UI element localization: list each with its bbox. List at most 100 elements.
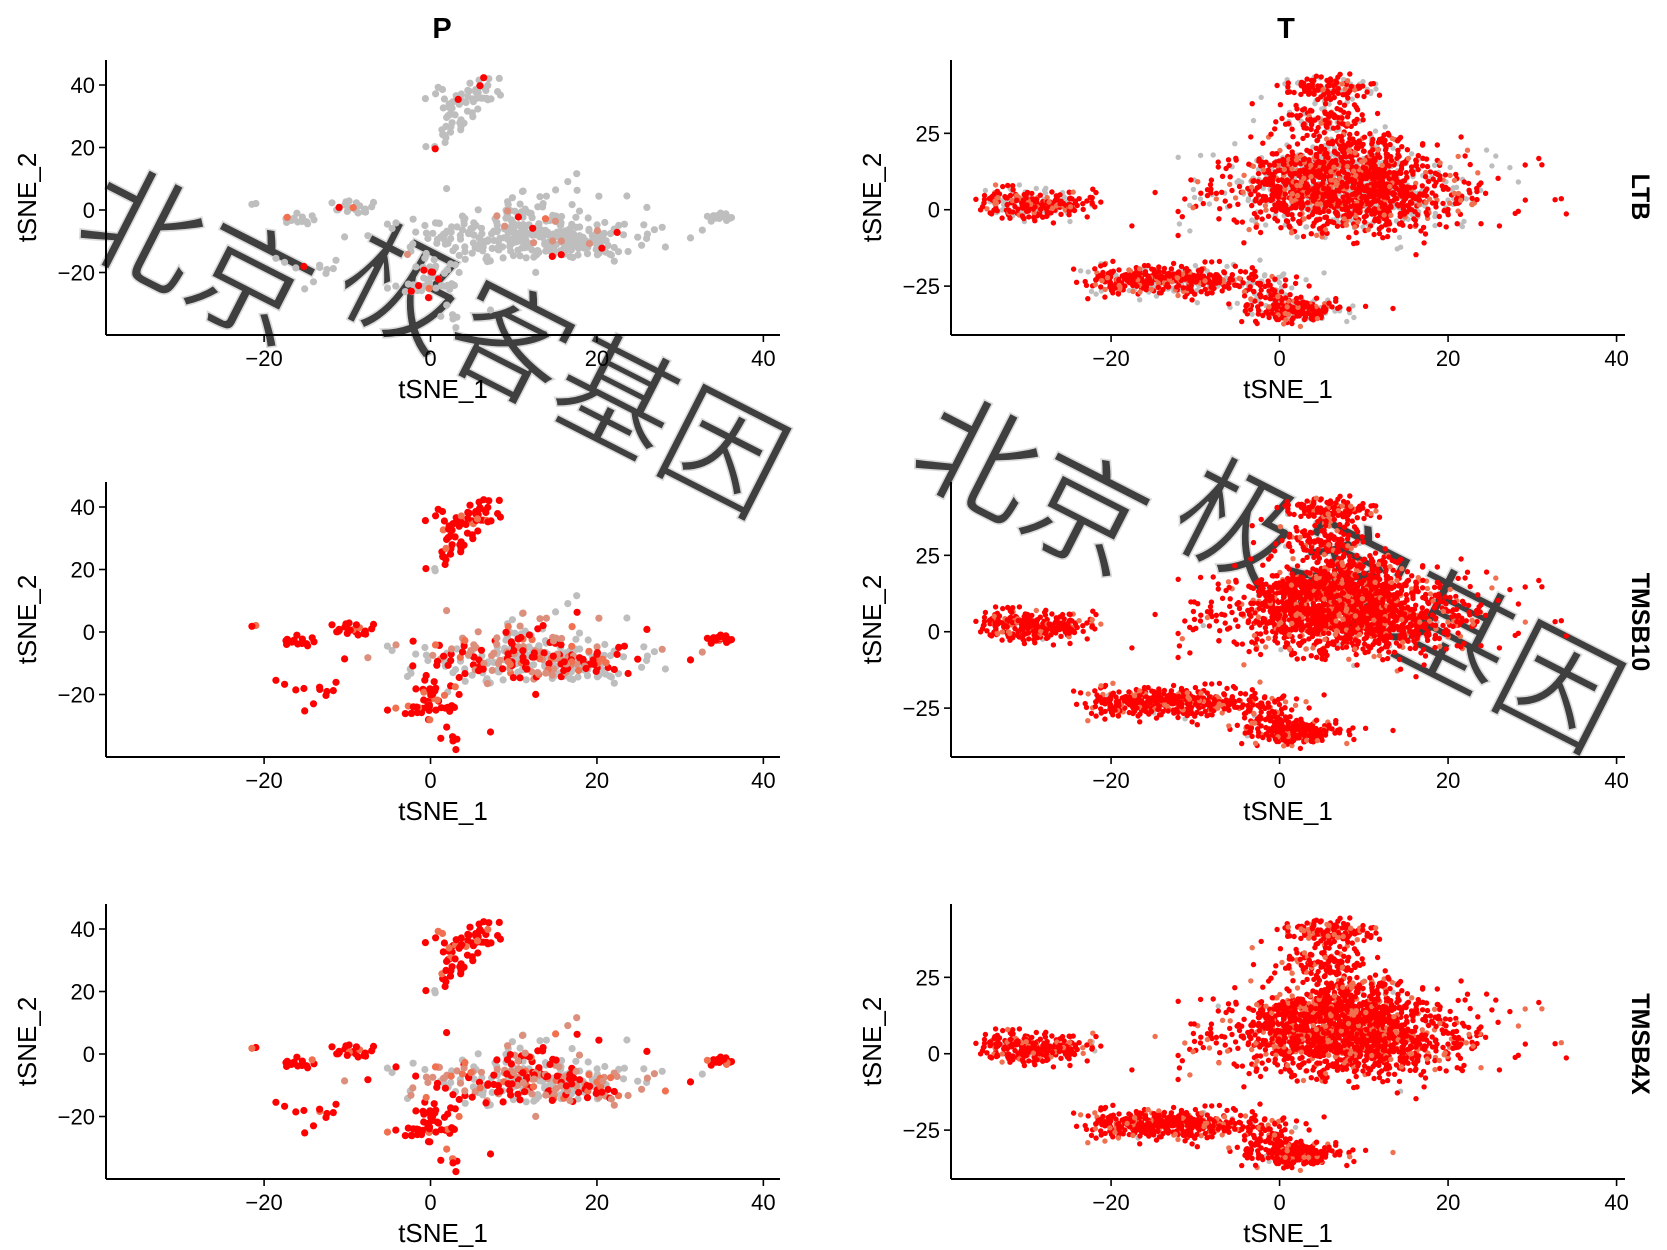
- data-point: [443, 185, 451, 193]
- data-point: [1037, 614, 1044, 620]
- data-point: [1370, 147, 1376, 153]
- data-point: [1375, 147, 1381, 153]
- data-point: [1483, 147, 1490, 153]
- data-point: [1282, 277, 1289, 283]
- data-point: [1080, 206, 1086, 213]
- data-point: [1257, 209, 1264, 215]
- data-point: [549, 652, 557, 660]
- data-point: [329, 265, 337, 273]
- data-point: [1241, 293, 1248, 299]
- data-point: [495, 74, 503, 82]
- data-point: [1161, 265, 1168, 272]
- data-point: [401, 288, 409, 296]
- data-point: [1294, 192, 1301, 199]
- data-point: [525, 631, 534, 639]
- data-point: [661, 665, 670, 673]
- data-point: [1007, 637, 1013, 643]
- data-point: [574, 251, 582, 259]
- data-point: [461, 255, 469, 263]
- x-tick-label: 20: [1436, 346, 1460, 371]
- data-point: [1416, 202, 1423, 208]
- data-point: [1066, 195, 1073, 202]
- data-point: [1321, 174, 1327, 180]
- data-point: [1000, 183, 1006, 190]
- data-point: [1386, 176, 1392, 182]
- data-point: [1227, 181, 1233, 188]
- data-point: [486, 306, 495, 314]
- data-point: [999, 215, 1005, 221]
- data-point: [1352, 150, 1358, 156]
- data-point: [1421, 240, 1427, 246]
- data-point: [1250, 163, 1257, 169]
- data-point: [1303, 167, 1309, 173]
- data-point: [1248, 296, 1254, 302]
- data-point: [457, 544, 465, 553]
- data-point: [1380, 174, 1386, 181]
- data-point: [573, 592, 581, 600]
- data-point: [1049, 189, 1055, 195]
- data-point: [1000, 605, 1006, 612]
- data-point: [1089, 617, 1095, 623]
- data-point: [1357, 209, 1363, 216]
- data-point: [1405, 155, 1412, 161]
- data-point: [620, 220, 629, 228]
- data-point: [1076, 196, 1082, 202]
- data-point: [298, 639, 306, 648]
- data-point: [298, 217, 306, 226]
- data-point: [499, 254, 507, 262]
- data-point: [433, 696, 441, 704]
- data-point: [1236, 183, 1243, 190]
- data-point: [1102, 294, 1108, 300]
- data-point: [585, 225, 593, 233]
- data-point: [1248, 191, 1254, 197]
- data-point: [610, 665, 618, 674]
- data-point: [499, 676, 507, 684]
- x-tick-label: 40: [751, 768, 775, 793]
- data-point: [1253, 224, 1259, 230]
- data-point: [451, 244, 460, 252]
- data-point: [1207, 182, 1214, 188]
- data-point: [584, 636, 592, 644]
- data-point: [1042, 630, 1049, 637]
- data-point: [1198, 190, 1204, 196]
- data-point: [1067, 218, 1073, 225]
- data-point: [1536, 577, 1542, 584]
- data-point: [999, 629, 1005, 635]
- data-point: [383, 642, 391, 650]
- data-point: [479, 665, 487, 673]
- data-point: [409, 703, 417, 711]
- data-point: [1025, 623, 1031, 629]
- data-point: [1391, 649, 1398, 655]
- data-point: [1493, 153, 1499, 159]
- data-point: [599, 655, 607, 663]
- data-point: [542, 614, 551, 622]
- data-point: [1319, 230, 1326, 236]
- data-point: [1195, 179, 1201, 185]
- data-point: [1342, 86, 1348, 92]
- data-point: [1151, 267, 1157, 273]
- data-point: [981, 618, 988, 625]
- data-point: [519, 609, 527, 617]
- data-point: [1059, 611, 1066, 618]
- data-point: [1322, 101, 1329, 107]
- data-point: [354, 209, 362, 217]
- data-point: [1110, 258, 1116, 264]
- data-point: [519, 653, 527, 662]
- data-point: [1239, 219, 1246, 225]
- data-point: [1326, 78, 1332, 85]
- data-point: [1408, 207, 1415, 213]
- data-point: [1269, 192, 1275, 198]
- data-point: [490, 236, 498, 245]
- data-point: [1067, 611, 1073, 618]
- data-point: [519, 225, 527, 233]
- data-point: [332, 256, 340, 264]
- data-point: [1192, 262, 1199, 269]
- data-point: [623, 614, 631, 622]
- data-point: [383, 706, 392, 714]
- data-point: [573, 186, 581, 194]
- data-point: [1495, 175, 1501, 181]
- data-point: [474, 206, 482, 214]
- data-point: [643, 656, 651, 665]
- data-point: [445, 522, 453, 530]
- data-point: [1424, 212, 1430, 218]
